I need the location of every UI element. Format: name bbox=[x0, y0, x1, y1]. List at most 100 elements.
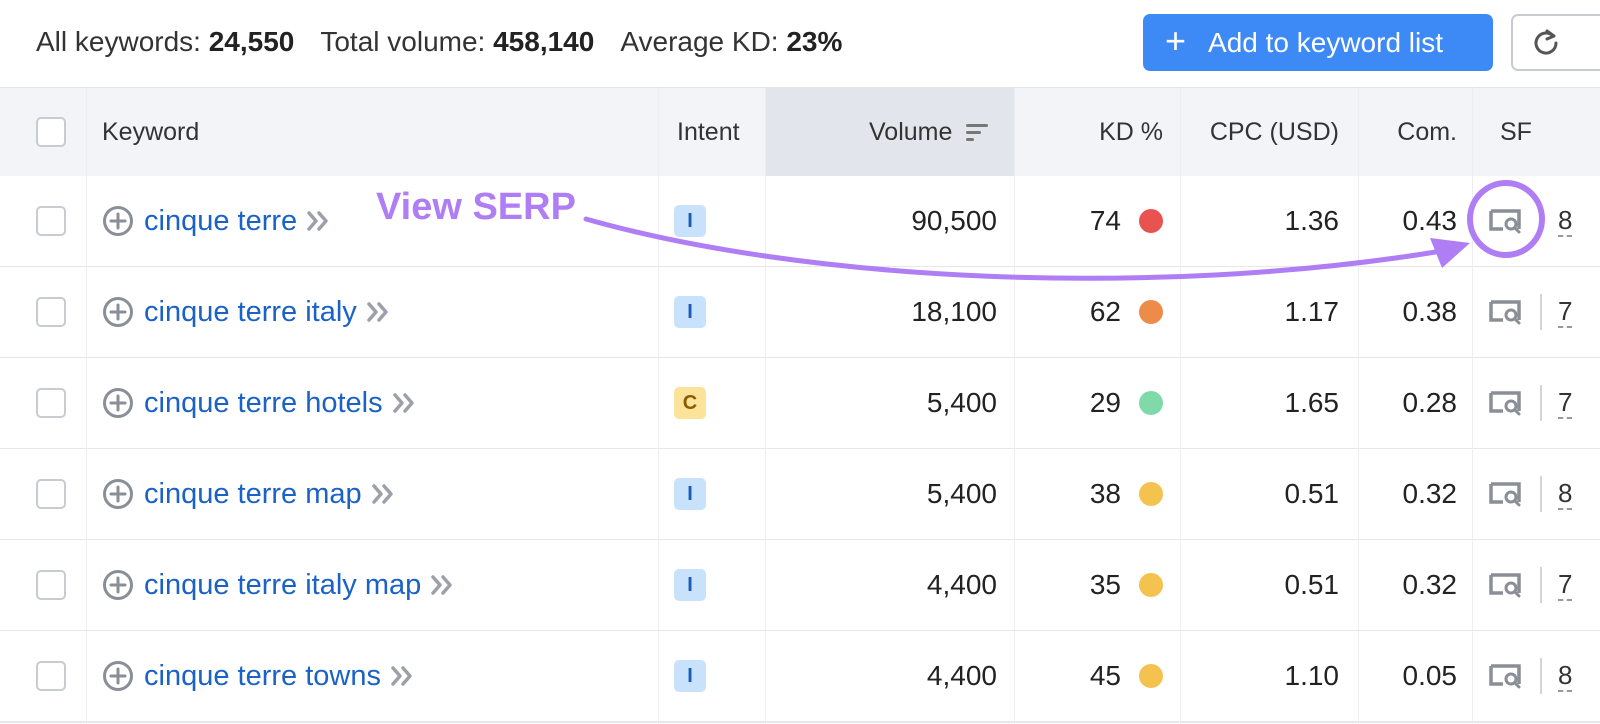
row-checkbox[interactable] bbox=[36, 206, 66, 236]
keyword-cell: cinque terre map bbox=[102, 449, 398, 539]
table-header: Keyword Intent Volume KD % CPC (USD) Com… bbox=[0, 87, 1600, 177]
serp-cell bbox=[1488, 540, 1524, 630]
keyword-link[interactable]: cinque terre bbox=[144, 204, 298, 237]
sf-count-cell: 7 bbox=[1558, 540, 1573, 630]
add-keyword-icon[interactable] bbox=[102, 296, 134, 328]
row-checkbox[interactable] bbox=[36, 479, 66, 509]
add-keyword-icon[interactable] bbox=[102, 387, 134, 419]
sf-count-cell: 8 bbox=[1558, 449, 1573, 539]
add-keyword-icon[interactable] bbox=[102, 660, 134, 692]
volume-cell: 18,100 bbox=[911, 296, 997, 327]
intent-badge[interactable]: I bbox=[674, 478, 706, 510]
kd-difficulty-dot bbox=[1139, 482, 1163, 506]
keyword-summary: All keywords: 24,550 Total volume: 458,1… bbox=[36, 22, 868, 62]
view-serp-icon[interactable] bbox=[1488, 387, 1524, 419]
table-row: cinque terre italy map I 4,400 35 0.51 0.32 7 bbox=[0, 540, 1600, 632]
com-cell: 0.43 bbox=[1402, 205, 1458, 236]
header-sf[interactable]: SF bbox=[1500, 117, 1532, 146]
add-keyword-icon[interactable] bbox=[102, 569, 134, 601]
intent-cell: I bbox=[674, 176, 706, 266]
header-com[interactable]: Com. bbox=[1397, 117, 1457, 146]
serp-features-count[interactable]: 8 bbox=[1558, 660, 1573, 692]
view-serp-icon[interactable] bbox=[1488, 569, 1524, 601]
row-checkbox[interactable] bbox=[36, 661, 66, 691]
header-kd[interactable]: KD % bbox=[1099, 117, 1163, 146]
add-keyword-icon[interactable] bbox=[102, 205, 134, 237]
row-select-cell bbox=[36, 176, 66, 266]
header-intent[interactable]: Intent bbox=[677, 117, 740, 146]
column-divider bbox=[1358, 87, 1359, 724]
cpc-cell: 1.17 bbox=[1284, 296, 1340, 327]
kd-cell: 38 bbox=[1090, 449, 1163, 539]
intent-badge[interactable]: C bbox=[674, 387, 706, 419]
add-keyword-icon[interactable] bbox=[102, 478, 134, 510]
serp-features-count[interactable]: 7 bbox=[1558, 569, 1573, 601]
serp-cell bbox=[1488, 267, 1524, 357]
row-checkbox[interactable] bbox=[36, 297, 66, 327]
keyword-overview-chevron-icon[interactable] bbox=[389, 664, 417, 688]
view-serp-icon[interactable] bbox=[1488, 205, 1524, 237]
serp-features-count[interactable]: 7 bbox=[1558, 296, 1573, 328]
keyword-overview-chevron-icon[interactable] bbox=[429, 573, 457, 597]
kd-difficulty-dot bbox=[1139, 391, 1163, 415]
serp-features-count[interactable]: 7 bbox=[1558, 387, 1573, 419]
table-row: cinque terre map I 5,400 38 0.51 0.32 8 bbox=[0, 449, 1600, 541]
view-serp-icon[interactable] bbox=[1488, 296, 1524, 328]
keyword-link[interactable]: cinque terre map bbox=[144, 477, 362, 510]
row-checkbox[interactable] bbox=[36, 570, 66, 600]
intent-cell: I bbox=[674, 267, 706, 357]
keyword-cell: cinque terre hotels bbox=[102, 358, 419, 448]
sf-count-cell: 7 bbox=[1558, 358, 1573, 448]
keyword-cell: cinque terre italy map bbox=[102, 540, 457, 630]
column-divider bbox=[86, 87, 87, 724]
select-all-checkbox[interactable] bbox=[36, 117, 66, 147]
intent-badge[interactable]: I bbox=[674, 296, 706, 328]
kd-cell: 35 bbox=[1090, 540, 1163, 630]
cpc-cell: 1.36 bbox=[1284, 205, 1340, 236]
view-serp-icon[interactable] bbox=[1488, 478, 1524, 510]
cpc-cell: 0.51 bbox=[1284, 478, 1340, 509]
serp-features-count[interactable]: 8 bbox=[1558, 205, 1573, 237]
serp-cell bbox=[1488, 449, 1524, 539]
serp-features-count[interactable]: 8 bbox=[1558, 478, 1573, 510]
table-row: cinque terre I 90,500 74 1.36 0.43 8 bbox=[0, 176, 1600, 268]
keyword-link[interactable]: cinque terre towns bbox=[144, 659, 381, 692]
row-select-cell bbox=[36, 631, 66, 721]
column-divider bbox=[1472, 87, 1473, 724]
kd-difficulty-dot bbox=[1139, 573, 1163, 597]
sort-descending-icon bbox=[966, 124, 989, 141]
com-cell: 0.28 bbox=[1402, 387, 1458, 418]
cpc-cell: 1.65 bbox=[1284, 387, 1340, 418]
keyword-overview-chevron-icon[interactable] bbox=[305, 209, 333, 233]
keyword-link[interactable]: cinque terre italy bbox=[144, 295, 357, 328]
intent-badge[interactable]: I bbox=[674, 205, 706, 237]
all-keywords-value: 24,550 bbox=[208, 26, 295, 57]
refresh-button[interactable] bbox=[1511, 14, 1600, 71]
average-kd-value: 23% bbox=[786, 26, 843, 57]
keyword-link[interactable]: cinque terre italy map bbox=[144, 568, 422, 601]
intent-badge[interactable]: I bbox=[674, 660, 706, 692]
header-keyword[interactable]: Keyword bbox=[102, 117, 200, 146]
row-checkbox[interactable] bbox=[36, 388, 66, 418]
intent-badge[interactable]: I bbox=[674, 569, 706, 601]
keyword-overview-chevron-icon[interactable] bbox=[365, 300, 393, 324]
all-keywords-stat: All keywords: 24,550 bbox=[36, 26, 294, 58]
volume-cell: 5,400 bbox=[926, 387, 997, 418]
row-select-cell bbox=[36, 267, 66, 357]
volume-cell: 5,400 bbox=[926, 478, 997, 509]
keyword-link[interactable]: cinque terre hotels bbox=[144, 386, 383, 419]
view-serp-icon[interactable] bbox=[1488, 660, 1524, 692]
keyword-overview-chevron-icon[interactable] bbox=[370, 482, 398, 506]
average-kd-label: Average KD: bbox=[620, 26, 779, 57]
header-cpc[interactable]: CPC (USD) bbox=[1209, 117, 1339, 146]
add-to-keyword-list-button[interactable]: + Add to keyword list bbox=[1143, 14, 1493, 71]
column-divider bbox=[658, 87, 659, 724]
com-cell: 0.38 bbox=[1402, 296, 1458, 327]
serp-cell bbox=[1488, 176, 1524, 266]
keyword-overview-chevron-icon[interactable] bbox=[391, 391, 419, 415]
header-volume[interactable]: Volume bbox=[869, 88, 992, 176]
keyword-cell: cinque terre italy bbox=[102, 267, 393, 357]
com-cell: 0.32 bbox=[1402, 569, 1458, 600]
column-divider bbox=[1180, 87, 1181, 724]
cpc-cell: 0.51 bbox=[1284, 569, 1340, 600]
